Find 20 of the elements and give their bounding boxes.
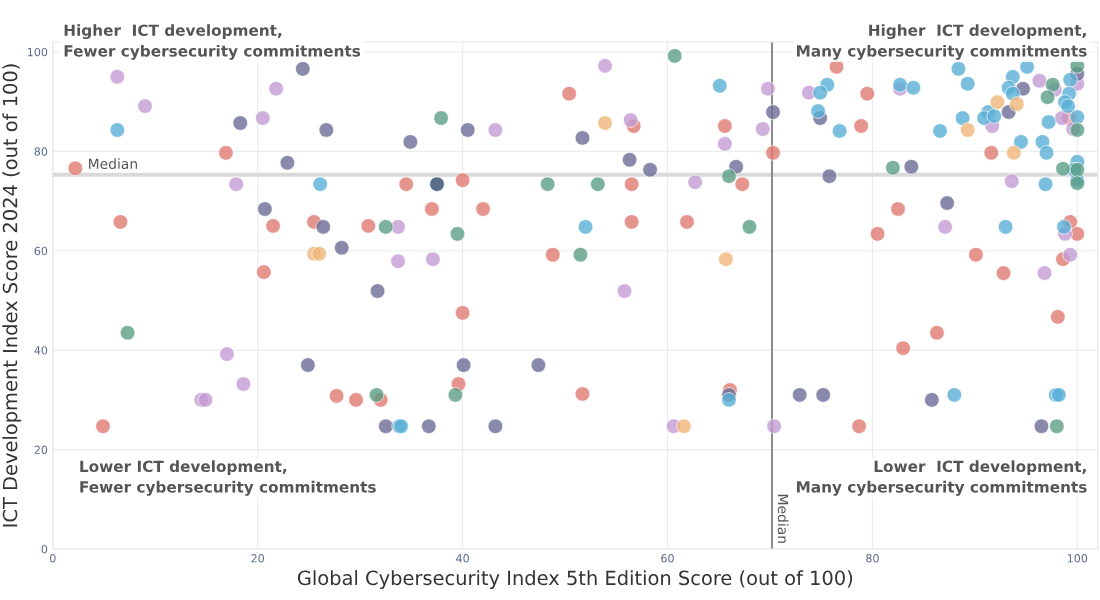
x-tick-label: 100 [1067,554,1088,563]
y-tick-label: 100 [27,47,48,57]
annotation: Higher ICT development, Many cybersecurity commitments [797,24,1087,60]
x-tick-label: 40 [456,554,469,563]
x-tick-label: 0 [50,554,56,563]
y-tick-label: 60 [34,246,48,256]
ref-line-label: Median [777,494,789,543]
annotation: Lower ICT development, Fewer cybersecurity commitments [80,460,376,496]
y-tick-label: 80 [34,147,48,156]
y-axis-title: ICT Development Index Score 2024 (out of 100) [2,64,22,527]
annotation: Higher ICT development, Fewer cybersecurity commitments [64,24,361,60]
annotation: Lower ICT development, Many cybersecurity commitments [797,460,1087,496]
x-tick-label: 60 [661,554,674,563]
x-axis-title: Global Cybersecurity Index 5th Edition Score (out of 100) [297,570,853,589]
x-tick-label: 80 [866,554,879,563]
ref-line-label: Median [89,158,137,170]
x-tick-label: 20 [251,554,265,563]
y-tick-label: 20 [34,445,48,454]
y-tick-label: 40 [34,346,48,355]
y-tick-label: 0 [41,544,48,554]
